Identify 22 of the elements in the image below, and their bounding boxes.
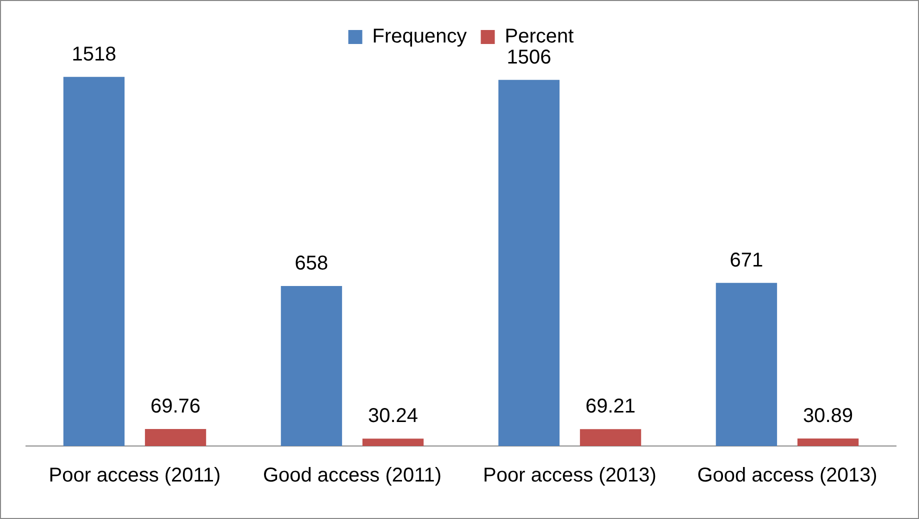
legend-label: Percent: [504, 26, 574, 48]
bar: [580, 429, 642, 446]
data-label: 1506: [506, 46, 552, 68]
data-label: 69.21: [586, 396, 636, 418]
x-tick-label: Good access (2013): [697, 464, 878, 487]
data-label: 30.24: [368, 405, 418, 428]
x-tick-label: Poor access (2011): [48, 464, 221, 487]
bar: [498, 80, 560, 446]
legend-label: Frequency: [372, 26, 467, 48]
data-label: 69.76: [150, 396, 201, 418]
bar: [362, 438, 424, 446]
bar: [63, 76, 125, 446]
bar: [797, 438, 859, 446]
data-label: 30.89: [803, 405, 854, 428]
data-label: 671: [730, 249, 764, 272]
data-label: 658: [294, 252, 328, 275]
data-label: 1518: [72, 43, 116, 66]
bar: [280, 286, 342, 446]
x-tick-label: Good access (2011): [262, 464, 442, 487]
bar: [144, 429, 206, 446]
x-tick-label: Poor access (2013): [483, 464, 656, 487]
bar: [716, 282, 778, 446]
